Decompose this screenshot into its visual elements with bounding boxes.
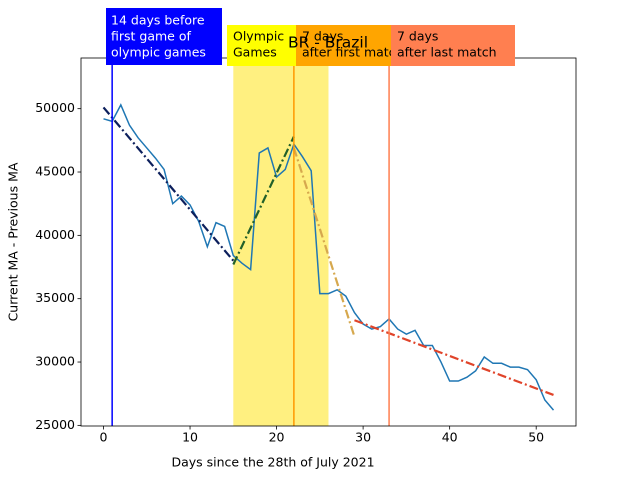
y-tick-label: 45000 — [35, 164, 75, 179]
annotation-box — [227, 25, 297, 66]
annotation-text: olympic games — [111, 45, 206, 60]
axes: 0 10 20 30 40 50 25000 30000 35000 40000 45000 5000… — [35, 100, 544, 444]
plot-area — [102, 58, 555, 426]
y-tick-label: 40000 — [35, 227, 75, 242]
trend-line — [292, 147, 356, 338]
y-axis-label: Current MA - Previous MA — [6, 162, 21, 321]
annotation-text: Olympic — [233, 29, 284, 44]
annotation-text: after last match — [397, 45, 497, 60]
x-tick-label: 20 — [269, 430, 285, 445]
annotation-text: first game of — [111, 29, 191, 44]
annotation-text: 14 days before — [111, 13, 205, 28]
annotation-box — [106, 8, 222, 65]
y-tick-label: 30000 — [35, 354, 75, 369]
annotation-text: after first match — [302, 45, 403, 60]
x-tick-label: 50 — [528, 430, 544, 445]
annotation-box — [391, 25, 515, 66]
annotation-text: 7 days — [302, 29, 343, 44]
x-tick-label: 30 — [355, 430, 371, 445]
y-tick-label: 50000 — [35, 100, 75, 115]
x-tick-label: 0 — [100, 430, 108, 445]
y-tick-label: 25000 — [35, 417, 75, 432]
x-tick-label: 10 — [182, 430, 198, 445]
annotation-text: Games — [233, 45, 277, 60]
y-tick-label: 35000 — [35, 290, 75, 305]
annotation-text: 7 days — [397, 29, 438, 44]
x-tick-label: 40 — [442, 430, 458, 445]
trend-line — [354, 319, 554, 396]
trend-line — [232, 136, 295, 265]
x-axis-label: Days since the 28th of July 2021 — [171, 455, 374, 470]
chart-title: BR - Brazil — [288, 34, 368, 52]
olympic-span — [233, 58, 329, 426]
